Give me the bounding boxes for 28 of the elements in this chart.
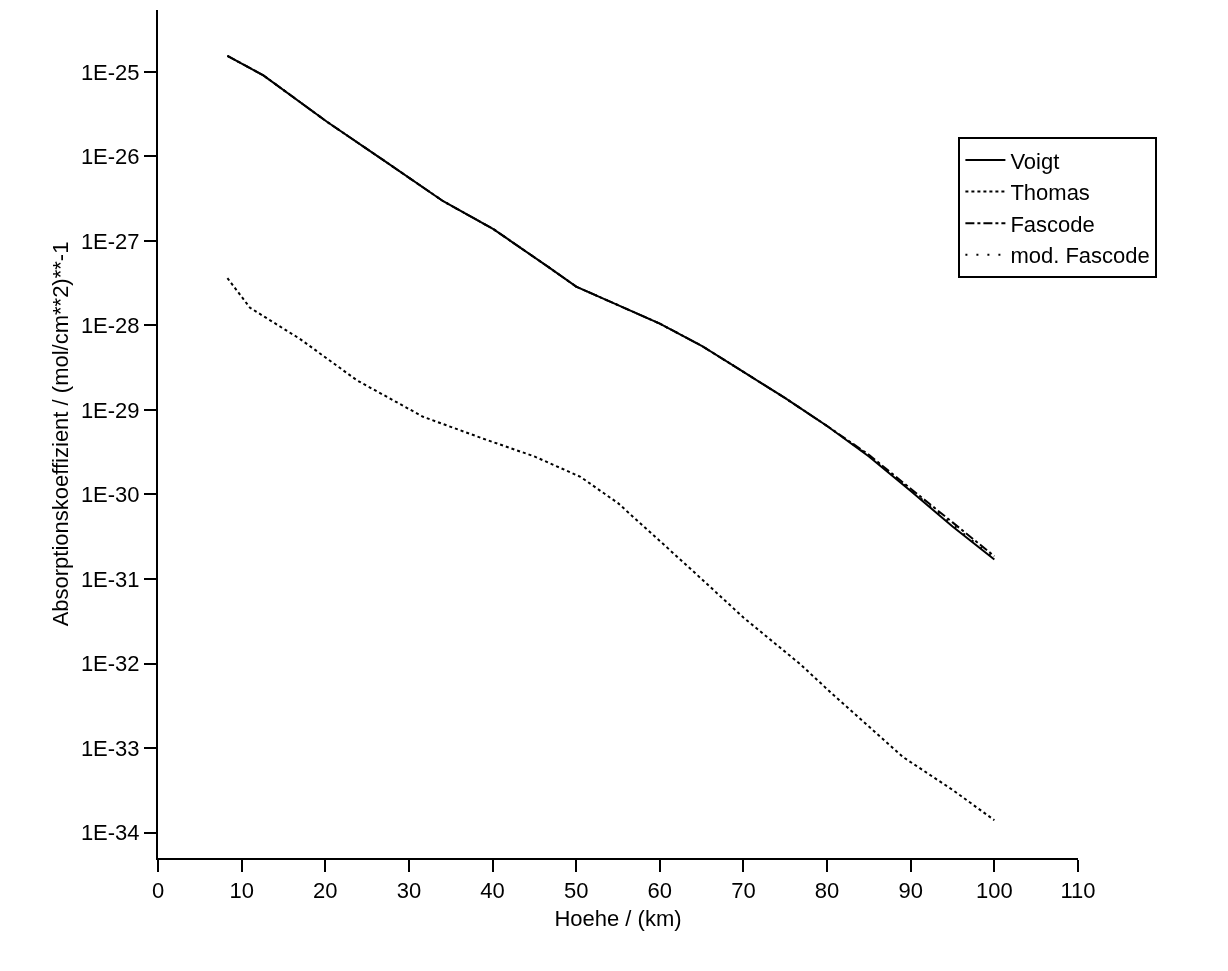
y-tick-label: 1E-32: [80, 651, 140, 677]
y-tick-label: 1E-33: [80, 735, 140, 761]
x-tick-label: 60: [647, 878, 673, 904]
legend-label: mod. Fascode: [1010, 243, 1150, 269]
y-tick-label: 1E-31: [80, 566, 140, 592]
y-tick-label: 1E-34: [80, 820, 140, 846]
legend-label: Fascode: [1010, 211, 1095, 237]
x-tick-label: 40: [480, 878, 505, 904]
x-tick-label: 10: [229, 878, 254, 904]
x-tick-label: 110: [1060, 878, 1096, 904]
x-axis-title: Hoehe / (km): [554, 905, 682, 931]
y-tick-label: 1E-28: [80, 313, 140, 339]
y-tick-label: 1E-29: [80, 397, 140, 423]
y-tick-label: 1E-27: [80, 228, 140, 254]
y-tick-label: 1E-30: [80, 482, 140, 508]
x-tick-label: 20: [313, 878, 338, 904]
x-tick-label: 0: [151, 878, 165, 904]
x-tick-label: 80: [814, 878, 840, 904]
legend-label: Voigt: [1010, 148, 1060, 174]
legend-label: Thomas: [1010, 180, 1090, 206]
x-tick-label: 70: [731, 878, 756, 904]
y-tick-label: 1E-25: [80, 59, 140, 85]
x-tick-label: 30: [396, 878, 422, 904]
y-axis-title: Absorptionskoeffizient / (mol/cm**2)**-1: [48, 241, 74, 627]
y-tick-label: 1E-26: [80, 144, 140, 170]
x-tick-label: 90: [898, 878, 923, 904]
x-tick-label: 100: [976, 878, 1013, 904]
x-tick-label: 50: [563, 878, 589, 904]
